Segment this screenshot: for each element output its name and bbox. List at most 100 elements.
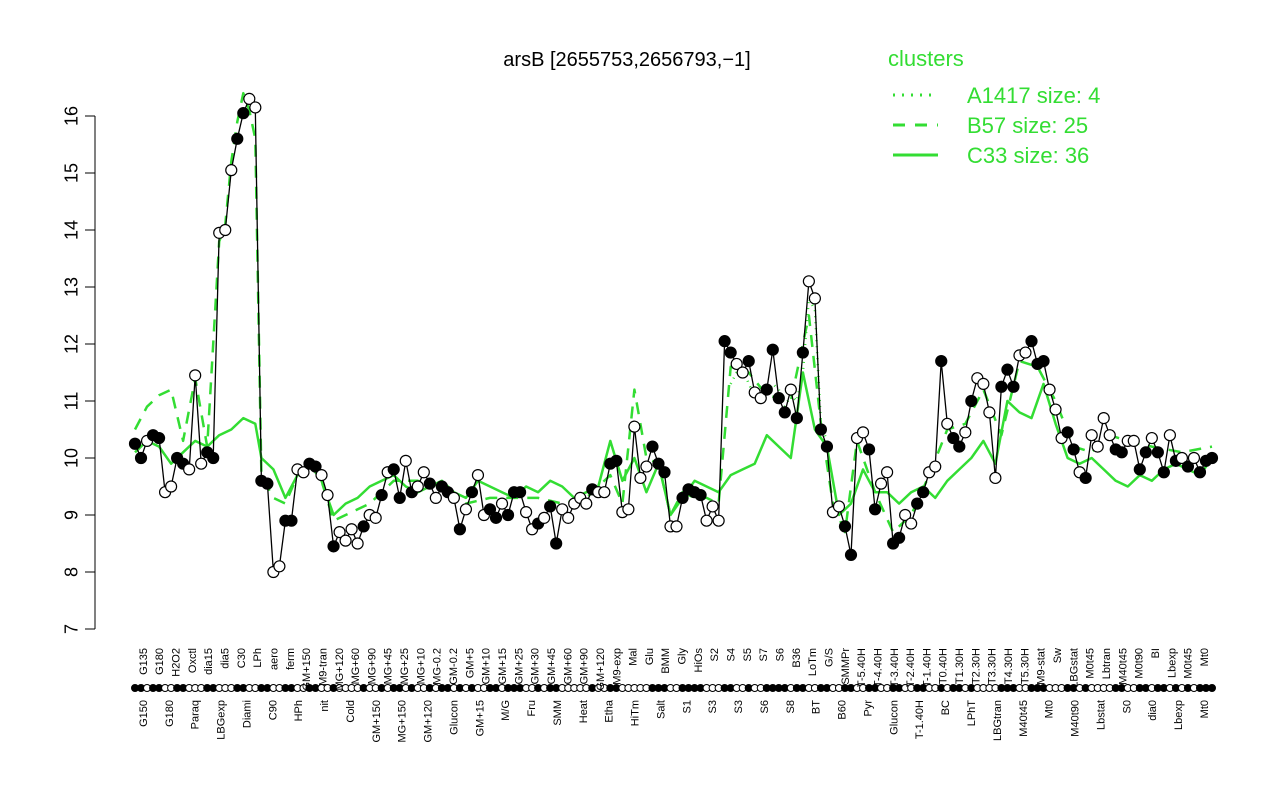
data-point: [995, 380, 1008, 393]
data-point: [237, 107, 250, 120]
x-category-label: Gly: [677, 648, 689, 665]
x-category-label: MG+150: [397, 700, 409, 743]
data-point: [760, 383, 773, 396]
x-category-label: GM+15: [497, 648, 509, 684]
x-category-label: M9-stat: [1036, 648, 1048, 685]
x-category-label: Glucon: [888, 700, 900, 735]
data-point: [929, 460, 942, 473]
data-point: [447, 491, 460, 504]
x-category-label: S6: [774, 648, 786, 661]
data-point: [231, 132, 244, 145]
x-category-label: Glucon: [448, 700, 460, 735]
x-category-label: S8: [785, 700, 797, 713]
data-trace: [134, 97, 1213, 574]
data-point: [489, 511, 503, 524]
x-category-label: M40t90: [1069, 700, 1081, 737]
y-tick-label: 10: [61, 448, 81, 468]
data-point: [1043, 383, 1056, 396]
data-point: [1145, 431, 1158, 445]
x-category-label: B60: [837, 700, 849, 720]
data-point: [742, 355, 755, 368]
legend-label-c33: C33 size: 36: [967, 143, 1089, 168]
x-category-label: T3.30H: [987, 648, 999, 684]
data-point: [128, 437, 142, 450]
data-point: [862, 443, 876, 456]
y-tick-label: 15: [61, 163, 81, 183]
data-point: [868, 503, 882, 516]
x-category-label: G135: [138, 648, 150, 675]
x-category-label: S5: [742, 648, 754, 661]
data-point: [694, 488, 707, 502]
x-category-label: S4: [725, 648, 737, 661]
data-point: [273, 560, 286, 573]
x-category-label: Mal: [628, 648, 640, 666]
x-category-label: S6: [759, 700, 771, 713]
data-point: [327, 540, 340, 553]
x-category-label: MG+60: [350, 648, 362, 684]
data-point: [838, 520, 852, 533]
data-point: [519, 506, 533, 519]
data-point: [790, 412, 803, 425]
data-point: [598, 486, 611, 499]
x-category-label: S2: [709, 648, 721, 661]
data-point: [712, 514, 725, 527]
data-point: [1049, 403, 1062, 416]
x-category-label: M0t90: [1134, 648, 1146, 679]
x-category-label: S0: [1121, 700, 1133, 713]
data-point: [610, 454, 623, 467]
data-point: [989, 471, 1002, 485]
data-point: [513, 486, 527, 499]
x-category-label: LBGexp: [215, 700, 227, 740]
data-point: [1079, 471, 1092, 485]
x-category-label: G180: [164, 700, 176, 727]
x-category-label: C30: [236, 648, 248, 668]
data-point: [911, 497, 924, 510]
x-category-label: SMMPr: [840, 648, 852, 685]
x-category-label: dia5: [219, 648, 231, 669]
data-point: [941, 417, 954, 430]
x-category-label: GM+60: [562, 648, 574, 684]
data-point: [544, 500, 557, 513]
data-point: [1133, 463, 1146, 476]
x-category-label: Mt0: [1199, 648, 1211, 666]
x-category-label: LPh: [252, 648, 264, 668]
x-category-label: T-2.40H: [905, 648, 917, 687]
data-point: [977, 377, 990, 390]
x-category-label: BMM: [660, 648, 672, 674]
data-point: [1007, 380, 1020, 393]
x-category-label: MG+90: [366, 648, 378, 684]
x-axis: G135 G180 H2O2 Oxctl dia15 dia5 C30 LPh aero ferm…: [131, 648, 1216, 743]
data-point: [465, 486, 479, 499]
x-category-label: LPhT: [966, 700, 978, 727]
data-point: [429, 491, 442, 504]
data-point: [243, 92, 256, 106]
x-category-label: HiOs: [693, 648, 705, 673]
data-point: [917, 486, 930, 499]
x-category-label: GM+150: [371, 700, 383, 743]
legend-label-a1417: A1417 size: 4: [967, 83, 1100, 108]
data-point: [796, 346, 809, 359]
data-point: [165, 480, 178, 493]
data-point: [459, 503, 473, 516]
data-point: [808, 292, 821, 305]
data-point: [983, 406, 996, 419]
data-point: [538, 511, 551, 524]
data-point: [339, 534, 352, 547]
data-point: [1001, 363, 1014, 376]
x-category-label: nit: [319, 700, 331, 712]
data-point: [658, 466, 671, 479]
x-category-label: T-5.40H: [856, 648, 868, 687]
data-point: [628, 420, 641, 433]
x-category-label: GM+5: [464, 648, 476, 678]
data-point: [622, 503, 635, 516]
data-point: [1091, 440, 1104, 453]
x-category-label: T5.30H: [1019, 648, 1031, 684]
data-point: [1187, 451, 1201, 465]
data-point: [453, 523, 467, 536]
x-category-label: MG+45: [383, 648, 395, 684]
x-category-label: HiTm: [630, 700, 642, 726]
y-tick-label: 7: [61, 624, 81, 634]
data-point: [1115, 446, 1128, 459]
data-point: [357, 520, 370, 533]
legend-label-b57: B57 size: 25: [967, 113, 1088, 138]
